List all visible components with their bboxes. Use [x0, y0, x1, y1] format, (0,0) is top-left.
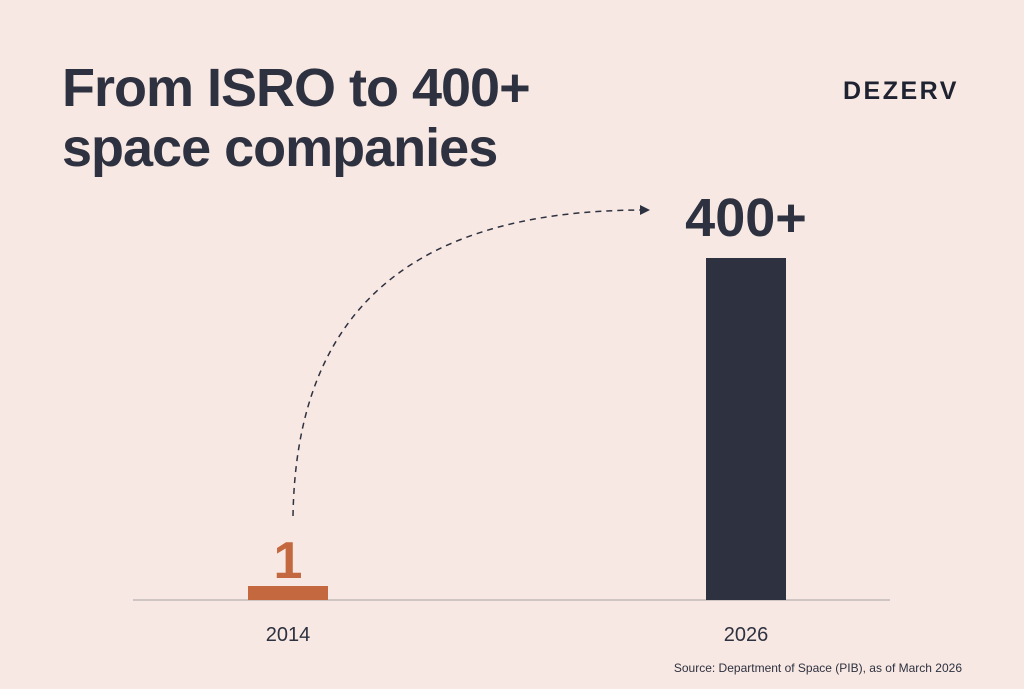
bar-2026: [706, 258, 786, 600]
brand-logo: DEZERV: [843, 77, 959, 105]
chart-title: From ISRO to 400+ space companies: [62, 58, 531, 178]
chart-title-line-1: From ISRO to 400+: [62, 58, 531, 118]
data-label-2014: 1: [274, 532, 303, 590]
x-tick-label-2026: 2026: [724, 624, 769, 646]
dashed-arrow: [292, 205, 650, 517]
chart-title-line-2: space companies: [62, 118, 498, 178]
x-tick-label-2014: 2014: [266, 624, 311, 646]
bar-2014: [248, 586, 328, 600]
source-note: Source: Department of Space (PIB), as of…: [673, 661, 962, 675]
data-label-2026: 400+: [685, 188, 807, 248]
